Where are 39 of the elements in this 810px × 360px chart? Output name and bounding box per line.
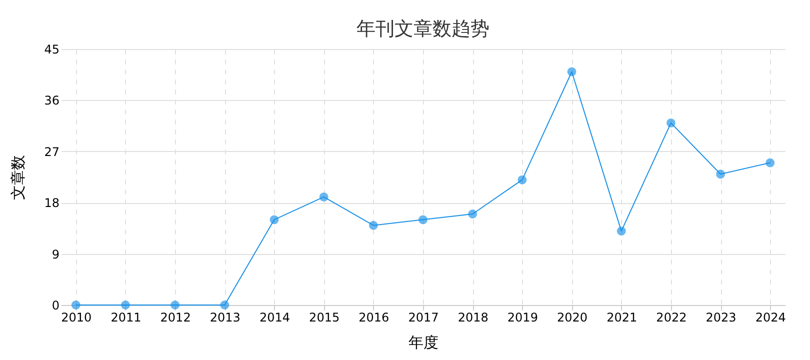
point bbox=[468, 210, 478, 218]
point bbox=[319, 192, 328, 202]
x-tick-label: 2013 bbox=[210, 310, 240, 324]
x-tick-label: 2023 bbox=[706, 310, 736, 324]
y-tick-label: 36 bbox=[44, 94, 60, 108]
x-tick-label: 2021 bbox=[606, 310, 638, 324]
y-axis-title: 文章数 bbox=[9, 155, 28, 200]
y-tick-label: 45 bbox=[44, 42, 60, 56]
y-tick-label: 9 bbox=[52, 247, 60, 262]
point bbox=[766, 158, 775, 168]
point bbox=[666, 118, 676, 128]
y-tick-label: 0 bbox=[52, 298, 60, 312]
point bbox=[220, 300, 230, 310]
point bbox=[71, 300, 80, 310]
x-tick-label: 2016 bbox=[358, 310, 390, 324]
point bbox=[120, 300, 130, 310]
x-tick-label: 2010 bbox=[61, 310, 92, 324]
y-tick-label: 27 bbox=[44, 144, 60, 159]
point bbox=[616, 226, 626, 236]
point bbox=[368, 220, 378, 230]
x-tick-label: 2020 bbox=[556, 310, 588, 324]
x-tick-label: 2017 bbox=[408, 310, 439, 324]
x-tick-label: 2014 bbox=[259, 310, 290, 324]
x-tick-label: 2024 bbox=[755, 310, 786, 324]
x-axis-title: 年度 bbox=[408, 334, 438, 352]
point bbox=[270, 215, 279, 224]
point bbox=[716, 170, 726, 179]
x-tick-label: 2019 bbox=[507, 310, 538, 324]
x-tick-label: 2015 bbox=[309, 310, 340, 324]
point bbox=[518, 175, 527, 184]
y-tick-label: 18 bbox=[44, 196, 60, 210]
point bbox=[170, 300, 180, 310]
x-tick-label: 2012 bbox=[160, 310, 191, 324]
x-tick-label: 2022 bbox=[656, 310, 687, 324]
point bbox=[567, 67, 576, 76]
chart-title: 年刊文章数趋势 bbox=[356, 18, 490, 40]
point bbox=[418, 215, 428, 224]
x-tick-label: 2011 bbox=[110, 310, 142, 324]
x-tick-label: 2018 bbox=[458, 310, 488, 324]
